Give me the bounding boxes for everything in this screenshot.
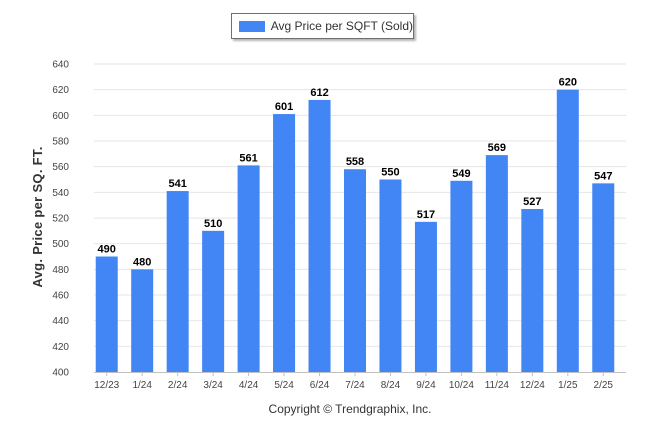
bar [131,269,154,372]
x-tick-label: 4/24 [239,380,259,391]
data-label: 561 [239,152,257,164]
data-label: 550 [381,167,399,179]
data-label: 549 [452,168,470,180]
data-label: 547 [594,170,612,182]
data-label: 612 [310,87,328,99]
x-tick-label: 12/23 [94,380,119,391]
data-label: 569 [488,142,506,154]
data-label: 480 [133,256,151,268]
x-tick-label: 2/25 [594,380,614,391]
x-tick-label: 5/24 [274,380,294,391]
x-tick-label: 1/24 [132,380,152,391]
y-axis-ticks: 400 420 440 460 480 500 520 540 560 580 600 620 640 [52,60,69,379]
data-label: 527 [523,196,541,208]
bar [237,165,260,372]
bar [521,209,544,372]
bar [556,89,579,373]
y-tick-label: 520 [52,214,69,225]
y-tick-label: 440 [52,316,69,327]
x-tick-label: 6/24 [310,380,330,391]
bar [273,114,296,373]
y-tick-label: 400 [52,368,69,379]
bar [344,169,366,372]
y-tick-label: 580 [52,137,69,148]
x-tick-label: 8/24 [381,380,401,391]
x-axis-ticks: 12/23 1/24 2/24 3/24 4/24 5/24 6/24 7/24 8/24 9/2… [94,372,613,391]
bar [202,230,225,372]
y-tick-label: 540 [52,188,69,199]
x-tick-label: 12/24 [520,380,545,391]
x-tick-label: 3/24 [203,380,223,391]
y-tick-label: 640 [52,60,69,71]
bar [485,155,508,372]
y-tick-label: 600 [52,111,69,122]
data-label: 601 [275,101,293,113]
bar [414,221,437,372]
y-tick-label: 500 [52,239,69,250]
bar [450,180,473,372]
bar [592,183,615,372]
data-label: 510 [204,218,222,230]
copyright-text: Copyright © Trendgraphix, Inc. [268,402,432,416]
x-tick-label: 2/24 [168,380,188,391]
y-tick-label: 560 [52,162,69,173]
y-tick-label: 420 [52,342,69,353]
data-labels: 490 480 541 510 561 601 612 558 550 517 549 569 527 6… [98,77,613,269]
legend[interactable]: Avg Price per SQFT (Sold) [231,13,414,39]
data-label: 620 [559,77,577,89]
y-tick-label: 620 [52,85,69,96]
x-tick-label: 10/24 [449,380,474,391]
data-label: 558 [346,156,364,168]
x-tick-label: 11/24 [485,380,510,391]
x-tick-label: 9/24 [416,380,436,391]
bar [95,256,118,372]
data-label: 490 [98,244,116,256]
data-label: 517 [417,209,435,221]
bar [308,99,331,372]
x-tick-label: 1/25 [558,380,578,391]
bar [379,179,402,372]
y-tick-label: 480 [52,265,69,276]
legend-swatch [239,20,265,32]
bar [166,191,189,372]
legend-label: Avg Price per SQFT (Sold) [270,19,413,33]
y-tick-label: 460 [52,291,69,302]
bars [95,89,615,373]
data-label: 541 [168,178,186,190]
y-axis-label: Avg. Price per SQ. FT. [30,146,45,287]
x-tick-label: 7/24 [345,380,365,391]
